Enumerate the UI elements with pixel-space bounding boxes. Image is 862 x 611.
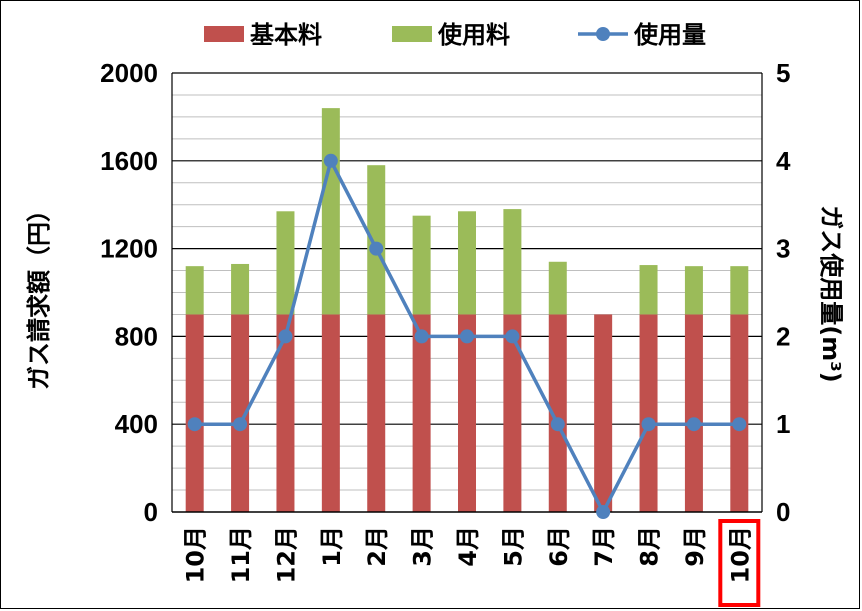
x-tick-label: 1月 bbox=[318, 526, 346, 567]
bar-base-fee bbox=[503, 314, 522, 512]
x-tick-label: 10月 bbox=[182, 526, 210, 583]
bar-usage-fee bbox=[276, 211, 295, 315]
usage-point bbox=[732, 417, 747, 432]
x-tick-label: 3月 bbox=[409, 526, 437, 567]
bar-usage-fee bbox=[412, 215, 431, 315]
usage-point bbox=[550, 417, 565, 432]
x-tick-label: 11月 bbox=[227, 526, 255, 583]
y-tick-left: 1600 bbox=[100, 146, 158, 176]
bar-base-fee bbox=[276, 314, 295, 512]
usage-point bbox=[323, 153, 338, 168]
usage-point bbox=[414, 329, 429, 344]
legend-swatch bbox=[392, 26, 432, 42]
axes bbox=[171, 72, 763, 513]
legend-swatch bbox=[204, 26, 244, 42]
bar-base-fee bbox=[730, 314, 749, 512]
usage-point bbox=[233, 417, 248, 432]
bar-usage-fee bbox=[367, 165, 386, 315]
bars bbox=[185, 108, 749, 512]
bar-base-fee bbox=[185, 314, 204, 512]
usage-point bbox=[686, 417, 701, 432]
x-tick-label: 9月 bbox=[681, 526, 709, 567]
y-tick-right: 0 bbox=[776, 497, 790, 527]
y-tick-right: 1 bbox=[776, 409, 790, 439]
x-tick-label: 12月 bbox=[272, 526, 300, 583]
y-tick-left: 400 bbox=[115, 409, 158, 439]
legend-label: 使用料 bbox=[437, 21, 510, 49]
bar-base-fee bbox=[594, 314, 613, 512]
y-tick-left: 0 bbox=[144, 497, 158, 527]
bar-usage-fee bbox=[548, 261, 567, 315]
bar-base-fee bbox=[367, 314, 386, 512]
bar-base-fee bbox=[548, 314, 567, 512]
usage-point bbox=[460, 329, 474, 344]
bar-usage-fee bbox=[321, 108, 340, 315]
usage-point bbox=[278, 329, 293, 344]
bar-usage-fee bbox=[458, 211, 476, 315]
x-tick-label: 2月 bbox=[363, 526, 391, 567]
usage-point bbox=[505, 329, 520, 344]
bar-usage-fee bbox=[503, 209, 522, 315]
y-tick-left: 2000 bbox=[100, 58, 158, 88]
bar-base-fee bbox=[684, 314, 703, 512]
legend-point-swatch bbox=[596, 27, 610, 41]
bar-base-fee bbox=[231, 314, 250, 512]
bar-base-fee bbox=[639, 314, 658, 512]
y-axis-title-left: ガス請求額（円） bbox=[25, 198, 53, 390]
bar-usage-fee bbox=[185, 266, 204, 315]
highlight-box bbox=[718, 519, 761, 607]
bar-usage-fee bbox=[639, 265, 658, 315]
x-tick-label: 7月 bbox=[590, 526, 618, 567]
usage-line bbox=[187, 153, 747, 519]
y-axis-title-right: ガス使用量(m³) bbox=[817, 205, 845, 382]
x-tick-label: 4月 bbox=[454, 526, 482, 567]
legend-label: 使用量 bbox=[633, 21, 706, 49]
bar-base-fee bbox=[321, 314, 340, 512]
x-tick-label: 8月 bbox=[636, 526, 664, 567]
usage-point bbox=[187, 417, 202, 432]
x-tick-label: 6月 bbox=[545, 526, 573, 567]
y-tick-left: 1200 bbox=[100, 234, 158, 264]
legend: 基本料 使用料 使用量 bbox=[204, 21, 706, 49]
usage-point bbox=[369, 241, 384, 256]
bar-base-fee bbox=[412, 314, 431, 512]
x-tick-label: 10月 bbox=[726, 526, 754, 583]
bar-usage-fee bbox=[684, 266, 703, 315]
y-tick-right: 5 bbox=[776, 58, 790, 88]
y-tick-right: 3 bbox=[776, 234, 790, 264]
y-tick-right: 2 bbox=[776, 321, 790, 351]
legend-label: 基本料 bbox=[250, 21, 322, 49]
usage-point bbox=[596, 505, 611, 519]
bar-base-fee bbox=[458, 314, 476, 512]
x-tick-label: 5月 bbox=[499, 526, 527, 567]
y-tick-left: 800 bbox=[115, 321, 158, 351]
bar-usage-fee bbox=[231, 263, 250, 315]
bar-usage-fee bbox=[730, 266, 749, 315]
y-tick-right: 4 bbox=[776, 146, 791, 176]
usage-point bbox=[641, 417, 656, 432]
tick-labels: 0 400 800 1200 1600 2000 0 1 2 3 4 5 10月 11月 12月 1月 2月 3月… bbox=[100, 58, 791, 607]
